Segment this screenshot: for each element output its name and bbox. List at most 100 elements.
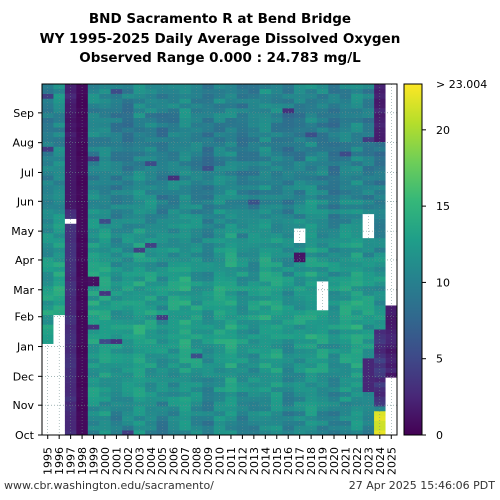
heatmap-cell [225, 353, 237, 359]
heatmap-cell [156, 338, 169, 344]
heatmap-cell [248, 338, 260, 344]
heatmap-cell [259, 88, 272, 94]
heatmap-cell [271, 343, 283, 349]
heatmap-cell [328, 353, 341, 359]
heatmap-cell [42, 146, 54, 152]
heatmap-cell [362, 319, 375, 325]
heatmap-cell [362, 242, 375, 248]
heatmap-cell [271, 290, 283, 296]
heatmap-cell [145, 386, 157, 393]
heatmap-cell [385, 281, 397, 287]
heatmap-cell [374, 295, 386, 301]
heatmap-cell [351, 377, 363, 383]
heatmap-cell [282, 401, 295, 407]
heatmap-cell [42, 295, 54, 301]
heatmap-cell [328, 156, 341, 162]
heatmap-cell [179, 252, 192, 258]
heatmap-cell [145, 84, 157, 90]
heatmap-cell [293, 136, 306, 142]
heatmap-cell [110, 386, 123, 393]
heatmap-cell [156, 156, 169, 162]
heatmap-cell [351, 401, 363, 407]
heatmap-cell [225, 271, 237, 277]
heatmap-cell [145, 180, 157, 186]
heatmap-cell [190, 132, 203, 138]
heatmap-cell [316, 281, 329, 287]
heatmap-cell [225, 329, 237, 335]
heatmap-cell [339, 324, 352, 330]
heatmap-cell [316, 218, 329, 224]
heatmap-cell [316, 108, 329, 114]
heatmap-cell [133, 415, 146, 421]
heatmap-cell [339, 247, 352, 253]
heatmap-cell [305, 338, 318, 344]
heatmap-cell [362, 300, 375, 306]
heatmap-cell [87, 314, 100, 320]
heatmap-cell [133, 242, 146, 248]
heatmap-cell [133, 257, 146, 263]
heatmap-cell [328, 136, 341, 142]
heatmap-cell [87, 295, 100, 301]
heatmap-cell [374, 209, 386, 215]
heatmap-cell [190, 84, 203, 90]
heatmap-cell [202, 122, 215, 128]
heatmap-cell [133, 276, 146, 282]
heatmap-cell [133, 88, 146, 94]
heatmap-cell [259, 194, 272, 200]
x-tick-label: 1996 [53, 447, 66, 475]
x-tick-label: 2008 [191, 447, 204, 475]
heatmap-cell [305, 204, 318, 210]
heatmap-cell [156, 98, 169, 104]
heatmap-cell [145, 290, 157, 296]
heatmap-cell [236, 108, 249, 114]
heatmap-cell [328, 410, 341, 417]
heatmap-cell [271, 410, 283, 417]
heatmap-cell [99, 425, 112, 431]
heatmap-cell [305, 329, 318, 335]
heatmap-cell [259, 156, 272, 162]
heatmap-cell [374, 146, 386, 152]
heatmap-cell [53, 319, 66, 325]
heatmap-cell [293, 233, 306, 239]
heatmap-cell [190, 329, 203, 335]
heatmap-cell [122, 242, 134, 248]
heatmap-cell [99, 391, 112, 397]
heatmap-cell [316, 362, 329, 368]
heatmap-cell [362, 156, 375, 162]
heatmap-cell [64, 204, 77, 210]
heatmap-cell [122, 180, 134, 186]
heatmap-cell [42, 300, 54, 306]
heatmap-cell [213, 295, 226, 301]
heatmap-cell [145, 281, 157, 287]
colorbar-tick-label: 10 [436, 276, 450, 289]
heatmap-cell [87, 319, 100, 325]
heatmap-cell [374, 156, 386, 162]
heatmap-cell [202, 204, 215, 210]
colorbar [403, 83, 423, 436]
heatmap-cell [202, 218, 215, 224]
heatmap-cell [339, 242, 352, 248]
heatmap-cell [122, 362, 134, 368]
heatmap-cell [225, 276, 237, 282]
heatmap-cell [225, 266, 237, 272]
heatmap-cell [133, 194, 146, 200]
x-tick-label: 2023 [362, 447, 375, 475]
heatmap-cell [271, 160, 283, 167]
heatmap-cell [64, 324, 77, 330]
heatmap-cell [179, 319, 192, 325]
heatmap-cell [316, 295, 329, 301]
heatmap-cell [293, 353, 306, 359]
x-tick-label: 2017 [294, 447, 307, 475]
heatmap-cell [42, 252, 54, 258]
heatmap-cell [122, 266, 134, 272]
heatmap-cell [339, 425, 352, 431]
heatmap-cell [202, 88, 215, 94]
heatmap-cell [110, 218, 123, 224]
heatmap-cell [167, 136, 180, 142]
heatmap-cell [316, 84, 329, 90]
heatmap-cell [225, 415, 237, 421]
heatmap-cell [122, 218, 134, 224]
heatmap-cell [328, 88, 341, 94]
heatmap-cell [133, 319, 146, 325]
